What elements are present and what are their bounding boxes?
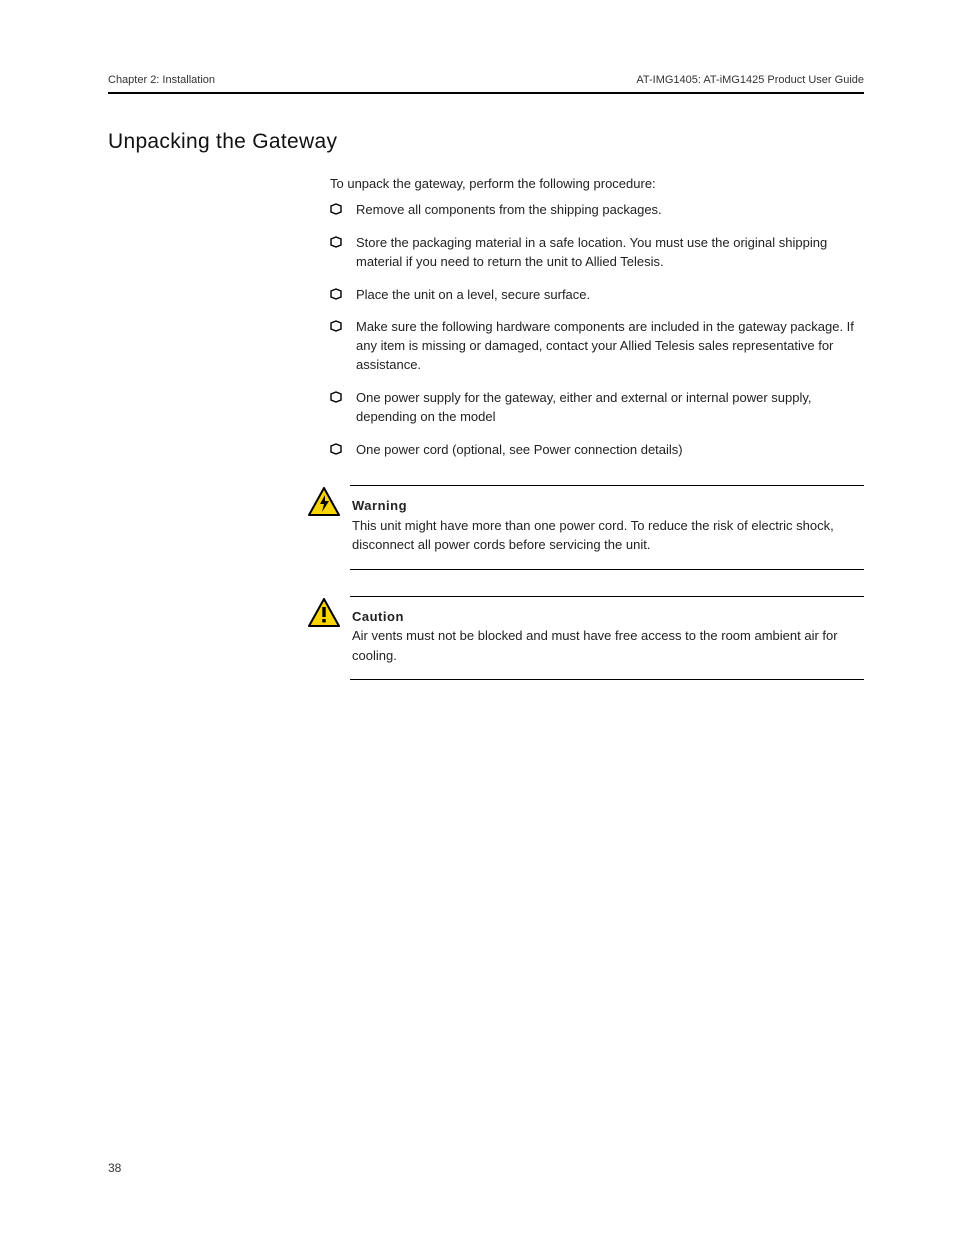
header-rule xyxy=(108,92,864,94)
list-item: Store the packaging material in a safe l… xyxy=(330,234,864,272)
warning-text: This unit might have more than one power… xyxy=(352,516,862,555)
caution-text: Air vents must not be blocked and must h… xyxy=(352,626,862,665)
section-intro: To unpack the gateway, perform the follo… xyxy=(330,176,864,191)
list-item: One power cord (optional, see Power conn… xyxy=(330,441,864,460)
list-item: One power supply for the gateway, either… xyxy=(330,389,864,427)
caution-icon xyxy=(308,598,340,628)
list-item: Place the unit on a level, secure surfac… xyxy=(330,286,864,305)
list-item-text: Store the packaging material in a safe l… xyxy=(356,234,864,272)
step-list: Remove all components from the shipping … xyxy=(330,201,864,459)
list-item-text: Remove all components from the shipping … xyxy=(356,201,662,220)
warning-body: Warning This unit might have more than o… xyxy=(350,485,864,570)
list-item-text: Make sure the following hardware compone… xyxy=(356,318,864,375)
bullet-icon xyxy=(330,320,342,332)
page-number: 38 xyxy=(108,1161,121,1175)
bullet-icon xyxy=(330,236,342,248)
caution-block: Caution Air vents must not be blocked an… xyxy=(308,596,864,681)
header-left: Chapter 2: Installation xyxy=(108,74,215,86)
warning-label: Warning xyxy=(352,496,862,516)
warning-electric-icon xyxy=(308,487,340,517)
bullet-icon xyxy=(330,391,342,403)
bullet-icon xyxy=(330,443,342,455)
list-item-text: One power cord (optional, see Power conn… xyxy=(356,441,683,460)
caution-label: Caution xyxy=(352,607,862,627)
page-header: Chapter 2: Installation AT-IMG1405: AT-i… xyxy=(108,74,864,86)
list-item: Remove all components from the shipping … xyxy=(330,201,864,220)
header-right: AT-IMG1405: AT-iMG1425 Product User Guid… xyxy=(636,74,864,86)
warning-block: Warning This unit might have more than o… xyxy=(308,485,864,570)
bullet-icon xyxy=(330,288,342,300)
page: Chapter 2: Installation AT-IMG1405: AT-i… xyxy=(0,0,954,1235)
caution-body: Caution Air vents must not be blocked an… xyxy=(350,596,864,681)
list-item-text: One power supply for the gateway, either… xyxy=(356,389,864,427)
section-title: Unpacking the Gateway xyxy=(108,130,864,154)
list-item-text: Place the unit on a level, secure surfac… xyxy=(356,286,590,305)
bullet-icon xyxy=(330,203,342,215)
list-item: Make sure the following hardware compone… xyxy=(330,318,864,375)
